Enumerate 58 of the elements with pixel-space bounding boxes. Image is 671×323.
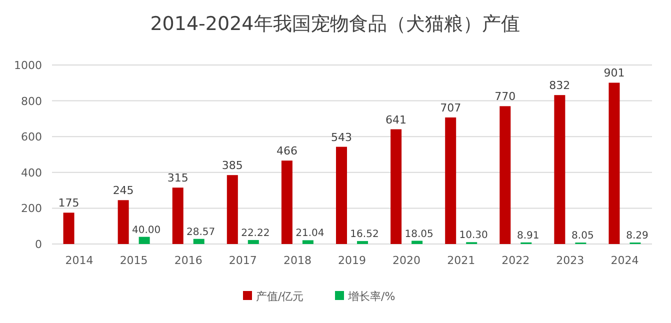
x-tick-label: 2014	[65, 254, 94, 267]
data-label: 16.52	[350, 229, 379, 240]
bar	[412, 240, 423, 244]
x-tick-label: 2015	[120, 254, 148, 267]
data-label: 8.29	[626, 230, 648, 242]
data-label: 543	[331, 130, 352, 144]
legend-label: 增长率/%	[347, 290, 396, 303]
bar	[138, 236, 150, 244]
data-label: 385	[222, 159, 243, 172]
y-tick-label: 0	[35, 238, 42, 251]
data-label: 40.00	[132, 224, 161, 236]
x-tick-label: 2019	[338, 254, 366, 267]
bar	[193, 238, 204, 244]
bar	[500, 106, 511, 244]
x-tick-label: 2016	[174, 254, 202, 267]
x-tick-label: 2023	[556, 254, 584, 267]
data-label: 21.04	[296, 228, 324, 240]
y-tick-label: 400	[21, 166, 42, 180]
data-label: 18.05	[404, 228, 434, 240]
bar	[554, 95, 566, 244]
data-label: 175	[58, 196, 80, 210]
bar	[226, 175, 238, 244]
data-label: 28.57	[186, 226, 216, 238]
data-label: 466	[276, 144, 298, 158]
data-label: 901	[604, 66, 625, 80]
bar	[336, 146, 347, 244]
bar	[357, 241, 368, 244]
x-tick-label: 2022	[502, 254, 530, 267]
x-tick-label: 2017	[228, 254, 257, 267]
bar	[172, 188, 184, 244]
bar	[118, 200, 129, 244]
y-tick-label: 200	[21, 202, 42, 216]
x-tick-label: 2018	[283, 254, 312, 267]
x-tick-label: 2021	[447, 254, 476, 267]
x-tick-label: 2020	[392, 254, 421, 267]
data-label: 315	[167, 172, 188, 185]
data-label: 641	[386, 113, 407, 126]
bar	[445, 117, 456, 244]
data-label: 10.30	[459, 230, 488, 242]
legend-label: 产值/亿元	[256, 290, 304, 303]
data-label: 22.22	[241, 228, 270, 240]
bar	[281, 160, 292, 244]
x-tick-label: 2024	[610, 254, 639, 267]
bar	[390, 129, 402, 244]
y-tick-label: 1000	[14, 59, 42, 72]
data-label: 8.05	[572, 230, 594, 242]
bar	[302, 240, 314, 244]
bar	[608, 82, 620, 244]
y-tick-label: 600	[21, 130, 42, 144]
data-label: 707	[440, 101, 462, 114]
data-label: 245	[112, 184, 134, 198]
bar	[63, 212, 74, 244]
data-label: 8.91	[517, 230, 540, 242]
data-label: 770	[494, 90, 516, 104]
data-label: 832	[549, 79, 570, 92]
y-tick-label: 800	[21, 94, 42, 108]
bar	[248, 240, 259, 244]
chart-title: 2014-2024年我国宠物食品（犬猫粮）产值	[150, 13, 520, 35]
